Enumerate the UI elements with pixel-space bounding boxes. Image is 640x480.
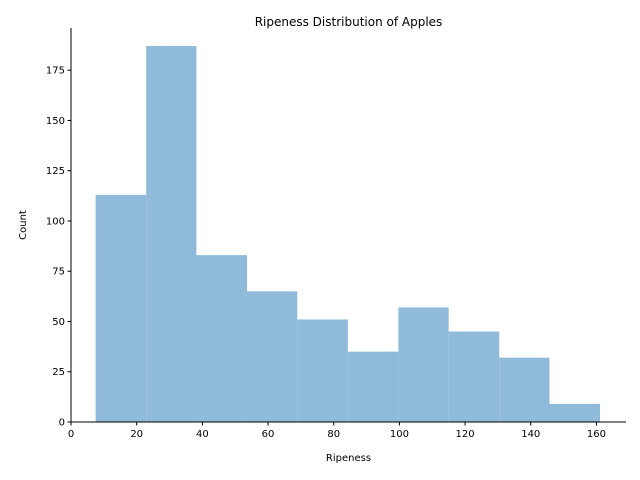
chart-title: Ripeness Distribution of Apples: [255, 15, 443, 29]
histogram-bar-4: [247, 291, 298, 422]
x-tick-label: 140: [521, 429, 540, 440]
histogram-bar-3: [196, 255, 248, 422]
x-tick-label: 60: [262, 429, 275, 440]
x-tick-label: 0: [68, 429, 74, 440]
histogram-bar-1: [95, 194, 147, 422]
histogram-bar-5: [297, 319, 348, 422]
x-tick-label: 80: [327, 429, 340, 440]
histogram-bar-9: [499, 357, 550, 422]
histogram-bar-10: [549, 403, 601, 422]
x-tick-label: 100: [390, 429, 409, 440]
y-tick-label: 0: [59, 418, 65, 429]
y-tick-label: 50: [52, 317, 65, 328]
y-tick-label: 75: [52, 267, 65, 278]
x-tick-label: 20: [130, 429, 143, 440]
histogram-bar-8: [448, 331, 500, 422]
histogram-bar-7: [398, 307, 449, 422]
x-tick-label: 120: [456, 429, 475, 440]
axes-group: 0 20 40 60 80 100 120 140 160 0 25 50 75 100 125 150 175: [46, 28, 626, 440]
y-axis-title: Count: [18, 210, 29, 240]
y-tick-label: 25: [52, 367, 65, 378]
histogram-bar-6: [347, 351, 399, 422]
y-tick-label: 150: [46, 116, 65, 127]
y-tick-label: 100: [46, 216, 65, 227]
x-tick-label: 160: [587, 429, 606, 440]
x-tick-label: 40: [196, 429, 209, 440]
bars-group: [95, 46, 601, 423]
y-tick-label: 175: [46, 66, 65, 77]
x-axis-title: Ripeness: [326, 453, 371, 464]
histogram-bar-2: [146, 46, 197, 423]
y-tick-label: 125: [46, 166, 65, 177]
